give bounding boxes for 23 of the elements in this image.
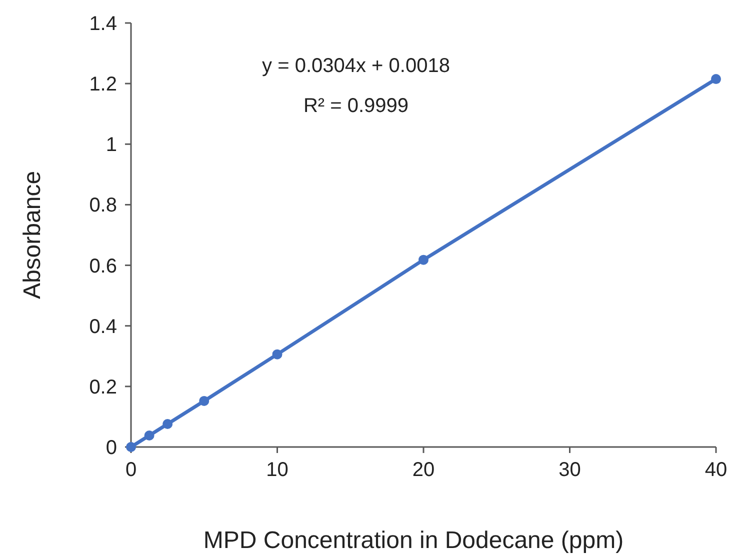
y-tick-label: 0.6 bbox=[89, 255, 117, 278]
x-tick-label: 10 bbox=[266, 459, 288, 481]
y-axis-title: Absorbance bbox=[19, 170, 46, 300]
y-tick-label: 0 bbox=[106, 437, 117, 459]
y-tick-label: 0.8 bbox=[89, 194, 117, 217]
point bbox=[199, 396, 210, 406]
point bbox=[162, 418, 173, 429]
y-tick-label: 1.2 bbox=[89, 74, 117, 96]
y-tick-label: 1 bbox=[106, 134, 117, 156]
point bbox=[418, 254, 428, 265]
point bbox=[144, 430, 154, 440]
annotation: y = 0.0304x + 0.0018 bbox=[262, 55, 450, 77]
x-tick-label: 0 bbox=[125, 459, 137, 481]
x-tick-label: 30 bbox=[558, 459, 581, 481]
x-tick-label: 20 bbox=[412, 459, 435, 481]
point bbox=[711, 74, 721, 84]
annotation: R² = 0.9999 bbox=[303, 95, 409, 117]
x-tick-label: 40 bbox=[704, 459, 728, 481]
y-tick-label: 0.2 bbox=[89, 376, 117, 398]
x-axis-title: MPD Concentration in Dodecane (ppm) bbox=[203, 527, 624, 554]
point bbox=[272, 349, 282, 360]
y-tick-label: 1.4 bbox=[89, 13, 117, 35]
y-tick-label: 0.4 bbox=[89, 316, 117, 338]
